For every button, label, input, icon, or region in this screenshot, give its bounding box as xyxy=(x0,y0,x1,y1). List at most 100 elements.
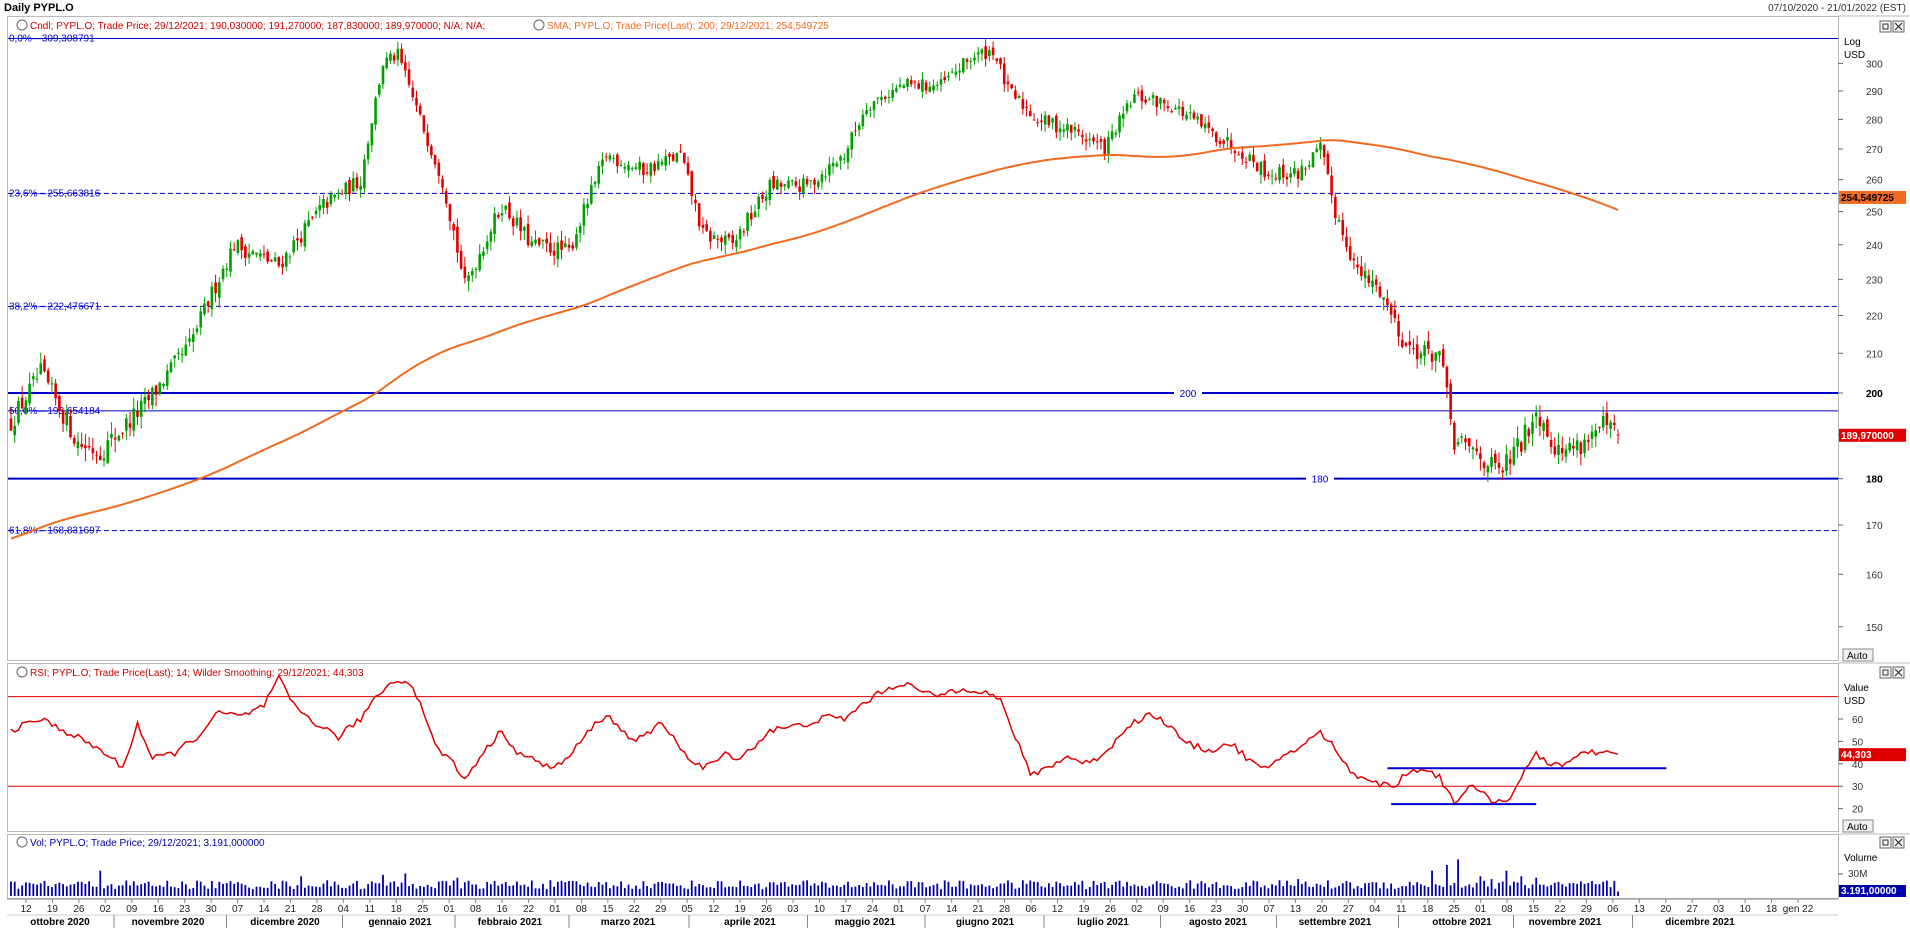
time-tick-label: 30 xyxy=(1237,904,1249,915)
candle-body xyxy=(720,237,723,243)
volume-bar xyxy=(1576,883,1579,896)
volume-bar xyxy=(382,874,384,896)
volume-bar xyxy=(1568,883,1571,896)
volume-bar xyxy=(1029,880,1032,896)
candle-body xyxy=(1475,448,1478,452)
candle-body xyxy=(1501,470,1505,473)
candle-body xyxy=(1304,168,1307,170)
time-tick-label: 07 xyxy=(232,904,244,915)
volume-bar xyxy=(672,883,675,896)
price-auto-button[interactable]: Auto xyxy=(1842,648,1874,662)
time-tick-label: 26 xyxy=(761,904,773,915)
candle-body xyxy=(865,109,868,115)
time-tick-label: 12 xyxy=(1052,904,1064,915)
time-tick-label: 14 xyxy=(258,904,270,915)
volume-bar xyxy=(158,885,161,896)
candle-body xyxy=(813,179,816,185)
volume-bar xyxy=(527,886,529,896)
panel-restore-icon[interactable] xyxy=(1879,20,1892,33)
candle-body xyxy=(578,226,582,233)
volume-bar xyxy=(1598,884,1601,896)
volume-bar xyxy=(772,882,775,896)
volume-bar xyxy=(1185,883,1188,896)
candle-body xyxy=(612,157,615,159)
candle-body xyxy=(995,58,999,62)
candle-body xyxy=(597,165,601,184)
volume-bar xyxy=(1393,888,1396,896)
candle-body xyxy=(656,161,660,170)
candle-body xyxy=(125,418,128,431)
panel-restore-icon[interactable] xyxy=(1879,836,1892,849)
rsi-auto-button[interactable]: Auto xyxy=(1842,819,1874,833)
time-tick-label: 08 xyxy=(1502,904,1514,915)
volume-bar xyxy=(1453,882,1456,896)
candle-body xyxy=(1185,114,1188,120)
legend-sma-icon[interactable] xyxy=(533,19,545,31)
price-panel-buttons[interactable] xyxy=(1879,20,1905,33)
candle-body xyxy=(363,159,366,189)
volume-bar xyxy=(612,885,615,896)
volume-bar xyxy=(1230,886,1233,896)
volume-bar xyxy=(1535,877,1538,896)
candle-body xyxy=(1270,175,1274,177)
rsi-badge: 44,303 xyxy=(1839,748,1906,762)
time-tick-label: 16 xyxy=(153,904,165,915)
volume-bar xyxy=(1074,882,1076,896)
volume-bar xyxy=(1036,882,1039,896)
volume-bar xyxy=(1211,883,1214,896)
price-badges: 189,970000 254,549725 xyxy=(1839,190,1906,442)
legend-volume-icon[interactable] xyxy=(16,836,28,848)
volume-bar xyxy=(374,883,377,896)
candle-body xyxy=(571,245,575,249)
candle-body xyxy=(1159,97,1162,104)
candle-body xyxy=(694,199,697,204)
volume-bar xyxy=(716,881,719,896)
volume-bar xyxy=(188,888,191,896)
candle-body xyxy=(1553,446,1557,455)
volume-bar xyxy=(638,888,641,896)
time-tick-label: 15 xyxy=(602,904,614,915)
candle-body xyxy=(307,220,310,227)
time-tick-label: 26 xyxy=(73,904,85,915)
candle-body xyxy=(623,166,627,169)
volume-bar xyxy=(426,884,429,896)
rsi-tick-label: 20 xyxy=(1852,805,1864,816)
candle-body xyxy=(1114,132,1118,135)
time-tick-label: 06 xyxy=(1607,904,1619,915)
volume-bar xyxy=(1531,884,1534,896)
legend-rsi-icon[interactable] xyxy=(16,666,28,678)
volume-bar xyxy=(114,888,117,896)
volume-panel-buttons[interactable] xyxy=(1879,836,1905,849)
time-tick-label: 07 xyxy=(1263,904,1275,915)
month-label: aprile 2021 xyxy=(724,917,776,928)
candle-body xyxy=(1605,412,1609,425)
volume-bar xyxy=(1167,884,1169,896)
sma-last-text: 254,549725 xyxy=(1841,193,1894,204)
volume-bar xyxy=(549,880,552,896)
legend-chart-icon[interactable] xyxy=(16,19,28,31)
candle-body xyxy=(13,425,17,436)
month-label: luglio 2021 xyxy=(1077,917,1129,928)
volume-bar xyxy=(58,882,61,896)
volume-bar xyxy=(1505,870,1508,896)
volume-last-badge xyxy=(1839,885,1906,897)
candle-body xyxy=(348,180,351,195)
volume-bar xyxy=(1494,888,1497,896)
volume-bar xyxy=(1304,881,1307,896)
candle-body xyxy=(1300,165,1304,181)
legend-volume: Vol; PYPL.O; Trade Price; 29/12/2021; 3.… xyxy=(30,838,265,849)
volume-bar xyxy=(1047,883,1050,896)
candle-body xyxy=(1564,449,1568,457)
volume-bar xyxy=(62,884,64,896)
candle-body xyxy=(1374,279,1378,285)
rsi-panel-buttons[interactable] xyxy=(1879,666,1905,679)
volume-bar xyxy=(296,885,299,896)
candle-body xyxy=(430,146,433,156)
volume-bar xyxy=(579,884,582,896)
legend-candles: Cndl; PYPL.O; Trade Price; 29/12/2021; 1… xyxy=(30,21,485,32)
volume-bar xyxy=(1397,887,1400,896)
panel-restore-icon[interactable] xyxy=(1879,666,1892,679)
volume-bar xyxy=(601,884,604,896)
volume-bar xyxy=(166,880,169,896)
volume-bar xyxy=(884,885,887,896)
